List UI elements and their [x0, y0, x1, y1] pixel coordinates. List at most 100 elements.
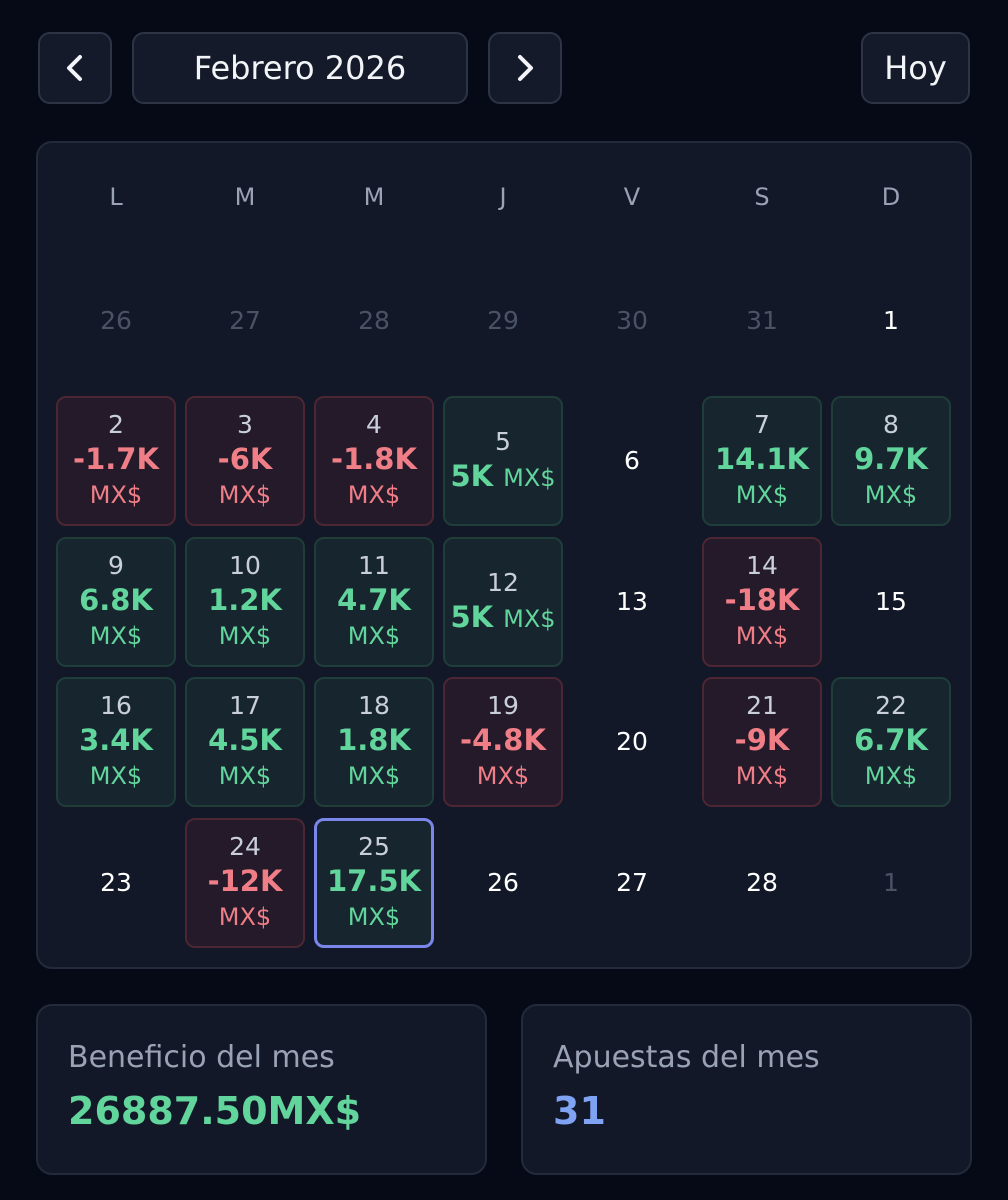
day-cell[interactable]: 23 [56, 818, 176, 948]
day-number: 29 [487, 306, 519, 335]
day-pnl-currency: MX$ [735, 622, 789, 650]
day-cell[interactable]: 19 -4.8K MX$ [443, 677, 563, 807]
day-cell[interactable]: 3 -6K MX$ [185, 396, 305, 526]
day-cell[interactable]: 4 -1.8K MX$ [314, 396, 434, 526]
day-cell[interactable]: 14 -18K MX$ [702, 537, 822, 667]
day-pnl-value: -1.7K [73, 442, 159, 476]
day-cell[interactable]: 28 [702, 818, 822, 948]
day-pnl-value: 6.7K [854, 723, 928, 757]
day-number: 26 [487, 868, 519, 897]
day-cell[interactable]: 20 [572, 677, 692, 807]
weekday-label: S [754, 183, 770, 211]
day-cell[interactable]: 10 1.2K MX$ [185, 537, 305, 667]
day-pnl-value: 6.8K [79, 583, 153, 617]
day-pnl-currency: MX$ [347, 622, 401, 650]
day-number: 22 [875, 691, 907, 720]
day-cell[interactable]: 18 1.8K MX$ [314, 677, 434, 807]
day-cell[interactable]: 30 [572, 256, 692, 386]
day-cell[interactable]: 5 5K MX$ [443, 396, 563, 526]
monthly-bets-card: Apuestas del mes 31 [521, 1004, 972, 1175]
day-cell[interactable]: 28 [314, 256, 434, 386]
day-number: 24 [229, 832, 261, 861]
day-cell[interactable]: 17 4.5K MX$ [185, 677, 305, 807]
day-pnl-currency: MX$ [503, 605, 556, 633]
day-cell[interactable]: 29 [443, 256, 563, 386]
day-number: 12 [487, 568, 519, 597]
day-cell[interactable]: 6 [572, 396, 692, 526]
day-cell[interactable]: 9 6.8K MX$ [56, 537, 176, 667]
day-cell[interactable]: 13 [572, 537, 692, 667]
day-number: 31 [746, 306, 778, 335]
day-pnl-currency: MX$ [218, 622, 272, 650]
day-pnl-currency: MX$ [89, 762, 143, 790]
day-cell[interactable]: 8 9.7K MX$ [831, 396, 951, 526]
day-cell[interactable]: 24 -12K MX$ [185, 818, 305, 948]
prev-month-button[interactable] [38, 32, 112, 104]
next-month-button[interactable] [488, 32, 562, 104]
day-cell[interactable]: 1 [831, 818, 951, 948]
day-pnl-value: 5K [450, 459, 494, 493]
day-pnl-value: -18K [724, 583, 800, 617]
monthly-profit-value: 26887.50MX$ [68, 1089, 362, 1133]
day-pnl-value: -1.8K [331, 442, 417, 476]
day-pnl-value: -12K [207, 864, 283, 898]
day-number: 25 [358, 832, 390, 861]
day-pnl-currency: MX$ [864, 481, 918, 509]
day-cell-today[interactable]: 25 17.5K MX$ [314, 818, 434, 948]
day-number: 5 [495, 427, 511, 456]
monthly-profit-label: Beneficio del mes [68, 1040, 335, 1075]
day-number: 14 [746, 551, 778, 580]
day-pnl-value: 4.7K [337, 583, 411, 617]
day-number: 17 [229, 691, 261, 720]
day-number: 9 [108, 551, 124, 580]
day-cell[interactable]: 15 [831, 537, 951, 667]
day-cell[interactable]: 1 [831, 256, 951, 386]
day-cell[interactable]: 22 6.7K MX$ [831, 677, 951, 807]
day-number: 1 [883, 306, 899, 335]
day-pnl-value: 1.2K [208, 583, 282, 617]
chevron-right-icon [518, 55, 533, 81]
day-pnl-value: -6K [217, 442, 273, 476]
day-pnl-currency: MX$ [347, 762, 401, 790]
day-cell[interactable]: 31 [702, 256, 822, 386]
day-pnl-currency: MX$ [218, 762, 272, 790]
day-number: 15 [875, 587, 907, 616]
day-number: 21 [746, 691, 778, 720]
day-pnl-currency: MX$ [347, 481, 401, 509]
day-cell[interactable]: 7 14.1K MX$ [702, 396, 822, 526]
day-number: 1 [883, 868, 899, 897]
day-pnl-value: 5K [450, 600, 494, 634]
day-number: 6 [624, 446, 640, 475]
day-number: 27 [616, 868, 648, 897]
day-number: 19 [487, 691, 519, 720]
day-cell[interactable]: 26 [56, 256, 176, 386]
day-pnl-currency: MX$ [218, 481, 272, 509]
weekday-label: L [109, 183, 123, 211]
day-pnl-row: 5K MX$ [450, 598, 555, 636]
day-number: 28 [746, 868, 778, 897]
today-button[interactable]: Hoy [861, 32, 970, 104]
day-cell[interactable]: 27 [185, 256, 305, 386]
day-number: 4 [366, 410, 382, 439]
day-pnl-value: -4.8K [460, 723, 546, 757]
day-cell[interactable]: 27 [572, 818, 692, 948]
weekday-label: D [881, 183, 901, 211]
day-number: 8 [883, 410, 899, 439]
day-pnl-value: 4.5K [208, 723, 282, 757]
day-cell[interactable]: 16 3.4K MX$ [56, 677, 176, 807]
day-cell[interactable]: 12 5K MX$ [443, 537, 563, 667]
day-pnl-value: 17.5K [326, 864, 422, 898]
weekday-label: M [234, 183, 256, 211]
monthly-profit-card: Beneficio del mes 26887.50MX$ [36, 1004, 487, 1175]
day-number: 16 [100, 691, 132, 720]
day-cell[interactable]: 26 [443, 818, 563, 948]
day-number: 27 [229, 306, 261, 335]
day-pnl-currency: MX$ [218, 903, 272, 931]
day-cell[interactable]: 11 4.7K MX$ [314, 537, 434, 667]
day-cell[interactable]: 2 -1.7K MX$ [56, 396, 176, 526]
day-number: 18 [358, 691, 390, 720]
month-label[interactable]: Febrero 2026 [132, 32, 468, 104]
day-cell[interactable]: 21 -9K MX$ [702, 677, 822, 807]
day-number: 3 [237, 410, 253, 439]
day-pnl-currency: MX$ [89, 622, 143, 650]
